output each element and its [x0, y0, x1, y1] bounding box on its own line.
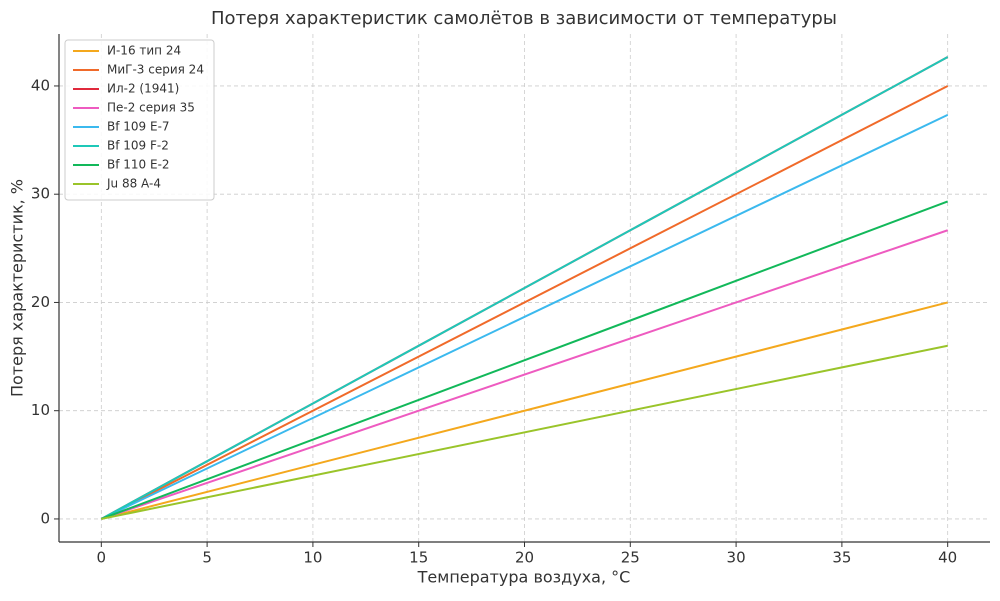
legend-label: Bf 110 E-2	[107, 158, 170, 172]
x-tick-label: 5	[202, 549, 212, 567]
legend-label: Ju 88 A-4	[106, 177, 161, 191]
y-tick-label: 0	[40, 509, 50, 527]
lines	[100, 56, 949, 520]
series-line	[101, 344, 948, 520]
series-line	[100, 229, 949, 520]
legend-label: Bf 109 E-7	[107, 120, 170, 134]
legend-label: Ил-2 (1941)	[107, 82, 179, 96]
chart-title: Потеря характеристик самолётов в зависим…	[211, 8, 837, 29]
x-tick-label: 0	[97, 549, 107, 567]
x-tick-label: 15	[409, 549, 428, 567]
x-tick-label: 10	[303, 549, 322, 567]
y-axis-label: Потеря характеристик, %	[8, 179, 27, 397]
y-tick-label: 30	[31, 185, 50, 203]
x-tick-label: 25	[621, 549, 640, 567]
x-axis-label: Температура воздуха, °C	[417, 568, 631, 587]
x-tick-label: 20	[515, 549, 534, 567]
series-line	[101, 301, 948, 520]
series-line	[100, 113, 949, 520]
y-tick-label: 40	[31, 76, 50, 94]
legend: И-16 тип 24 МиГ-3 серия 24 Ил-2 (1941) Пе-2…	[64, 39, 215, 201]
legend-label: Bf 109 F-2	[107, 139, 169, 153]
x-tick-label: 40	[938, 549, 957, 567]
series-line	[100, 56, 949, 520]
legend-label: И-16 тип 24	[107, 44, 181, 58]
legend-label: Пе-2 серия 35	[107, 101, 195, 115]
y-tick-label: 20	[31, 293, 50, 311]
series-line	[100, 200, 949, 520]
x-tick-label: 35	[832, 549, 851, 567]
x-tick-label: 30	[727, 549, 746, 567]
y-tick-label: 10	[31, 401, 50, 419]
legend-label: МиГ-3 серия 24	[107, 63, 204, 77]
series-line	[100, 85, 949, 520]
legend-box	[64, 39, 215, 201]
